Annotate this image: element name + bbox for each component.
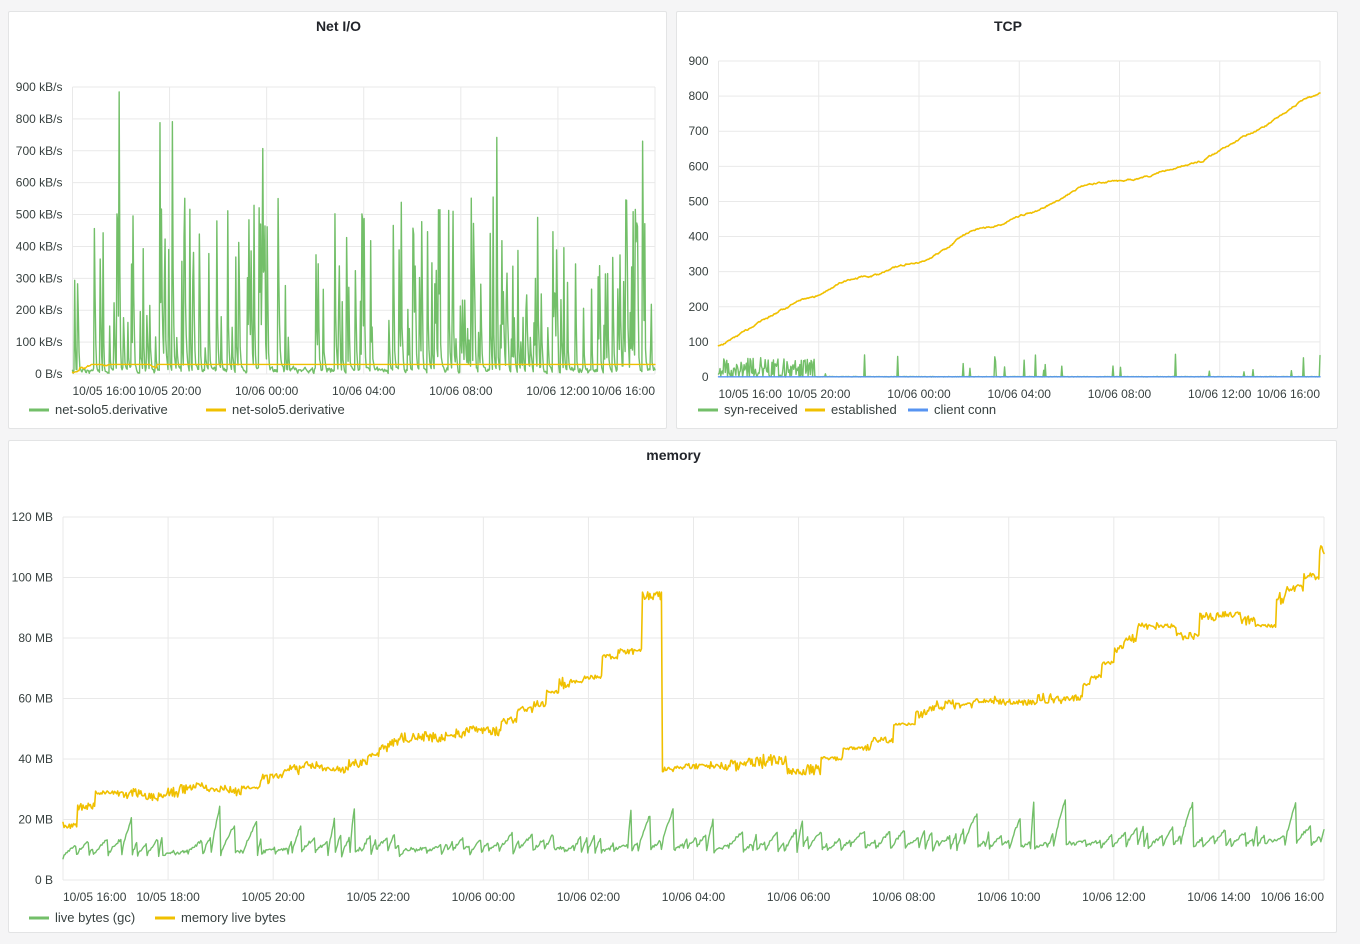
svg-text:700: 700 [688,124,708,138]
svg-text:10/06 10:00: 10/06 10:00 [977,890,1041,904]
svg-text:0 B: 0 B [35,873,53,887]
svg-text:300: 300 [688,265,708,279]
svg-text:100 MB: 100 MB [12,571,53,585]
svg-text:900: 900 [688,54,708,68]
svg-text:10/06 00:00: 10/06 00:00 [235,384,299,398]
svg-text:10/06 12:00: 10/06 12:00 [1188,387,1252,401]
svg-text:10/06 12:00: 10/06 12:00 [526,384,590,398]
svg-text:0 B/s: 0 B/s [35,367,62,381]
svg-text:10/06 16:00: 10/06 16:00 [1261,890,1325,904]
svg-text:10/05 16:00: 10/05 16:00 [63,890,127,904]
svg-text:net-solo5.derivative: net-solo5.derivative [55,402,168,417]
svg-text:10/06 04:00: 10/06 04:00 [332,384,396,398]
svg-text:100: 100 [688,335,708,349]
svg-text:10/05 22:00: 10/05 22:00 [347,890,411,904]
svg-text:200: 200 [688,300,708,314]
svg-text:10/06 00:00: 10/06 00:00 [887,387,951,401]
svg-text:TCP: TCP [994,18,1022,34]
svg-text:10/06 08:00: 10/06 08:00 [872,890,936,904]
svg-text:600 kB/s: 600 kB/s [16,176,63,190]
svg-text:600: 600 [688,159,708,173]
svg-text:800 kB/s: 800 kB/s [16,112,63,126]
svg-text:10/05 20:00: 10/05 20:00 [241,890,305,904]
svg-text:400 kB/s: 400 kB/s [16,239,63,253]
svg-text:700 kB/s: 700 kB/s [16,144,63,158]
svg-text:10/06 12:00: 10/06 12:00 [1082,890,1146,904]
svg-text:20 MB: 20 MB [18,813,53,827]
svg-text:800: 800 [688,89,708,103]
svg-text:900 kB/s: 900 kB/s [16,80,63,94]
svg-text:net-solo5.derivative: net-solo5.derivative [232,402,345,417]
svg-text:10/06 08:00: 10/06 08:00 [429,384,493,398]
svg-text:memory: memory [646,447,701,463]
svg-text:10/05 16:00: 10/05 16:00 [73,384,137,398]
svg-text:200 kB/s: 200 kB/s [16,303,63,317]
svg-text:500: 500 [688,194,708,208]
svg-text:10/06 00:00: 10/06 00:00 [452,890,516,904]
svg-text:80 MB: 80 MB [18,631,53,645]
svg-text:10/06 16:00: 10/06 16:00 [592,384,656,398]
svg-text:live bytes (gc): live bytes (gc) [55,910,135,925]
svg-text:10/06 06:00: 10/06 06:00 [767,890,831,904]
svg-text:400: 400 [688,230,708,244]
svg-text:Net I/O: Net I/O [316,18,361,34]
svg-text:10/05 20:00: 10/05 20:00 [138,384,202,398]
svg-text:120 MB: 120 MB [12,510,53,524]
svg-text:500 kB/s: 500 kB/s [16,208,63,222]
svg-text:10/05 18:00: 10/05 18:00 [136,890,200,904]
svg-text:10/05 20:00: 10/05 20:00 [787,387,851,401]
svg-text:10/05 16:00: 10/05 16:00 [719,387,783,401]
svg-text:60 MB: 60 MB [18,692,53,706]
svg-text:0: 0 [702,370,709,384]
svg-text:10/06 04:00: 10/06 04:00 [988,387,1052,401]
svg-text:10/06 02:00: 10/06 02:00 [557,890,621,904]
svg-text:10/06 16:00: 10/06 16:00 [1257,387,1321,401]
svg-text:syn-received: syn-received [724,402,798,417]
svg-text:memory live bytes: memory live bytes [181,910,286,925]
svg-text:100 kB/s: 100 kB/s [16,335,63,349]
svg-text:10/06 04:00: 10/06 04:00 [662,890,726,904]
svg-text:established: established [831,402,897,417]
svg-text:300 kB/s: 300 kB/s [16,271,63,285]
svg-text:10/06 08:00: 10/06 08:00 [1088,387,1152,401]
svg-text:40 MB: 40 MB [18,752,53,766]
svg-text:client conn: client conn [934,402,996,417]
svg-text:10/06 14:00: 10/06 14:00 [1187,890,1251,904]
